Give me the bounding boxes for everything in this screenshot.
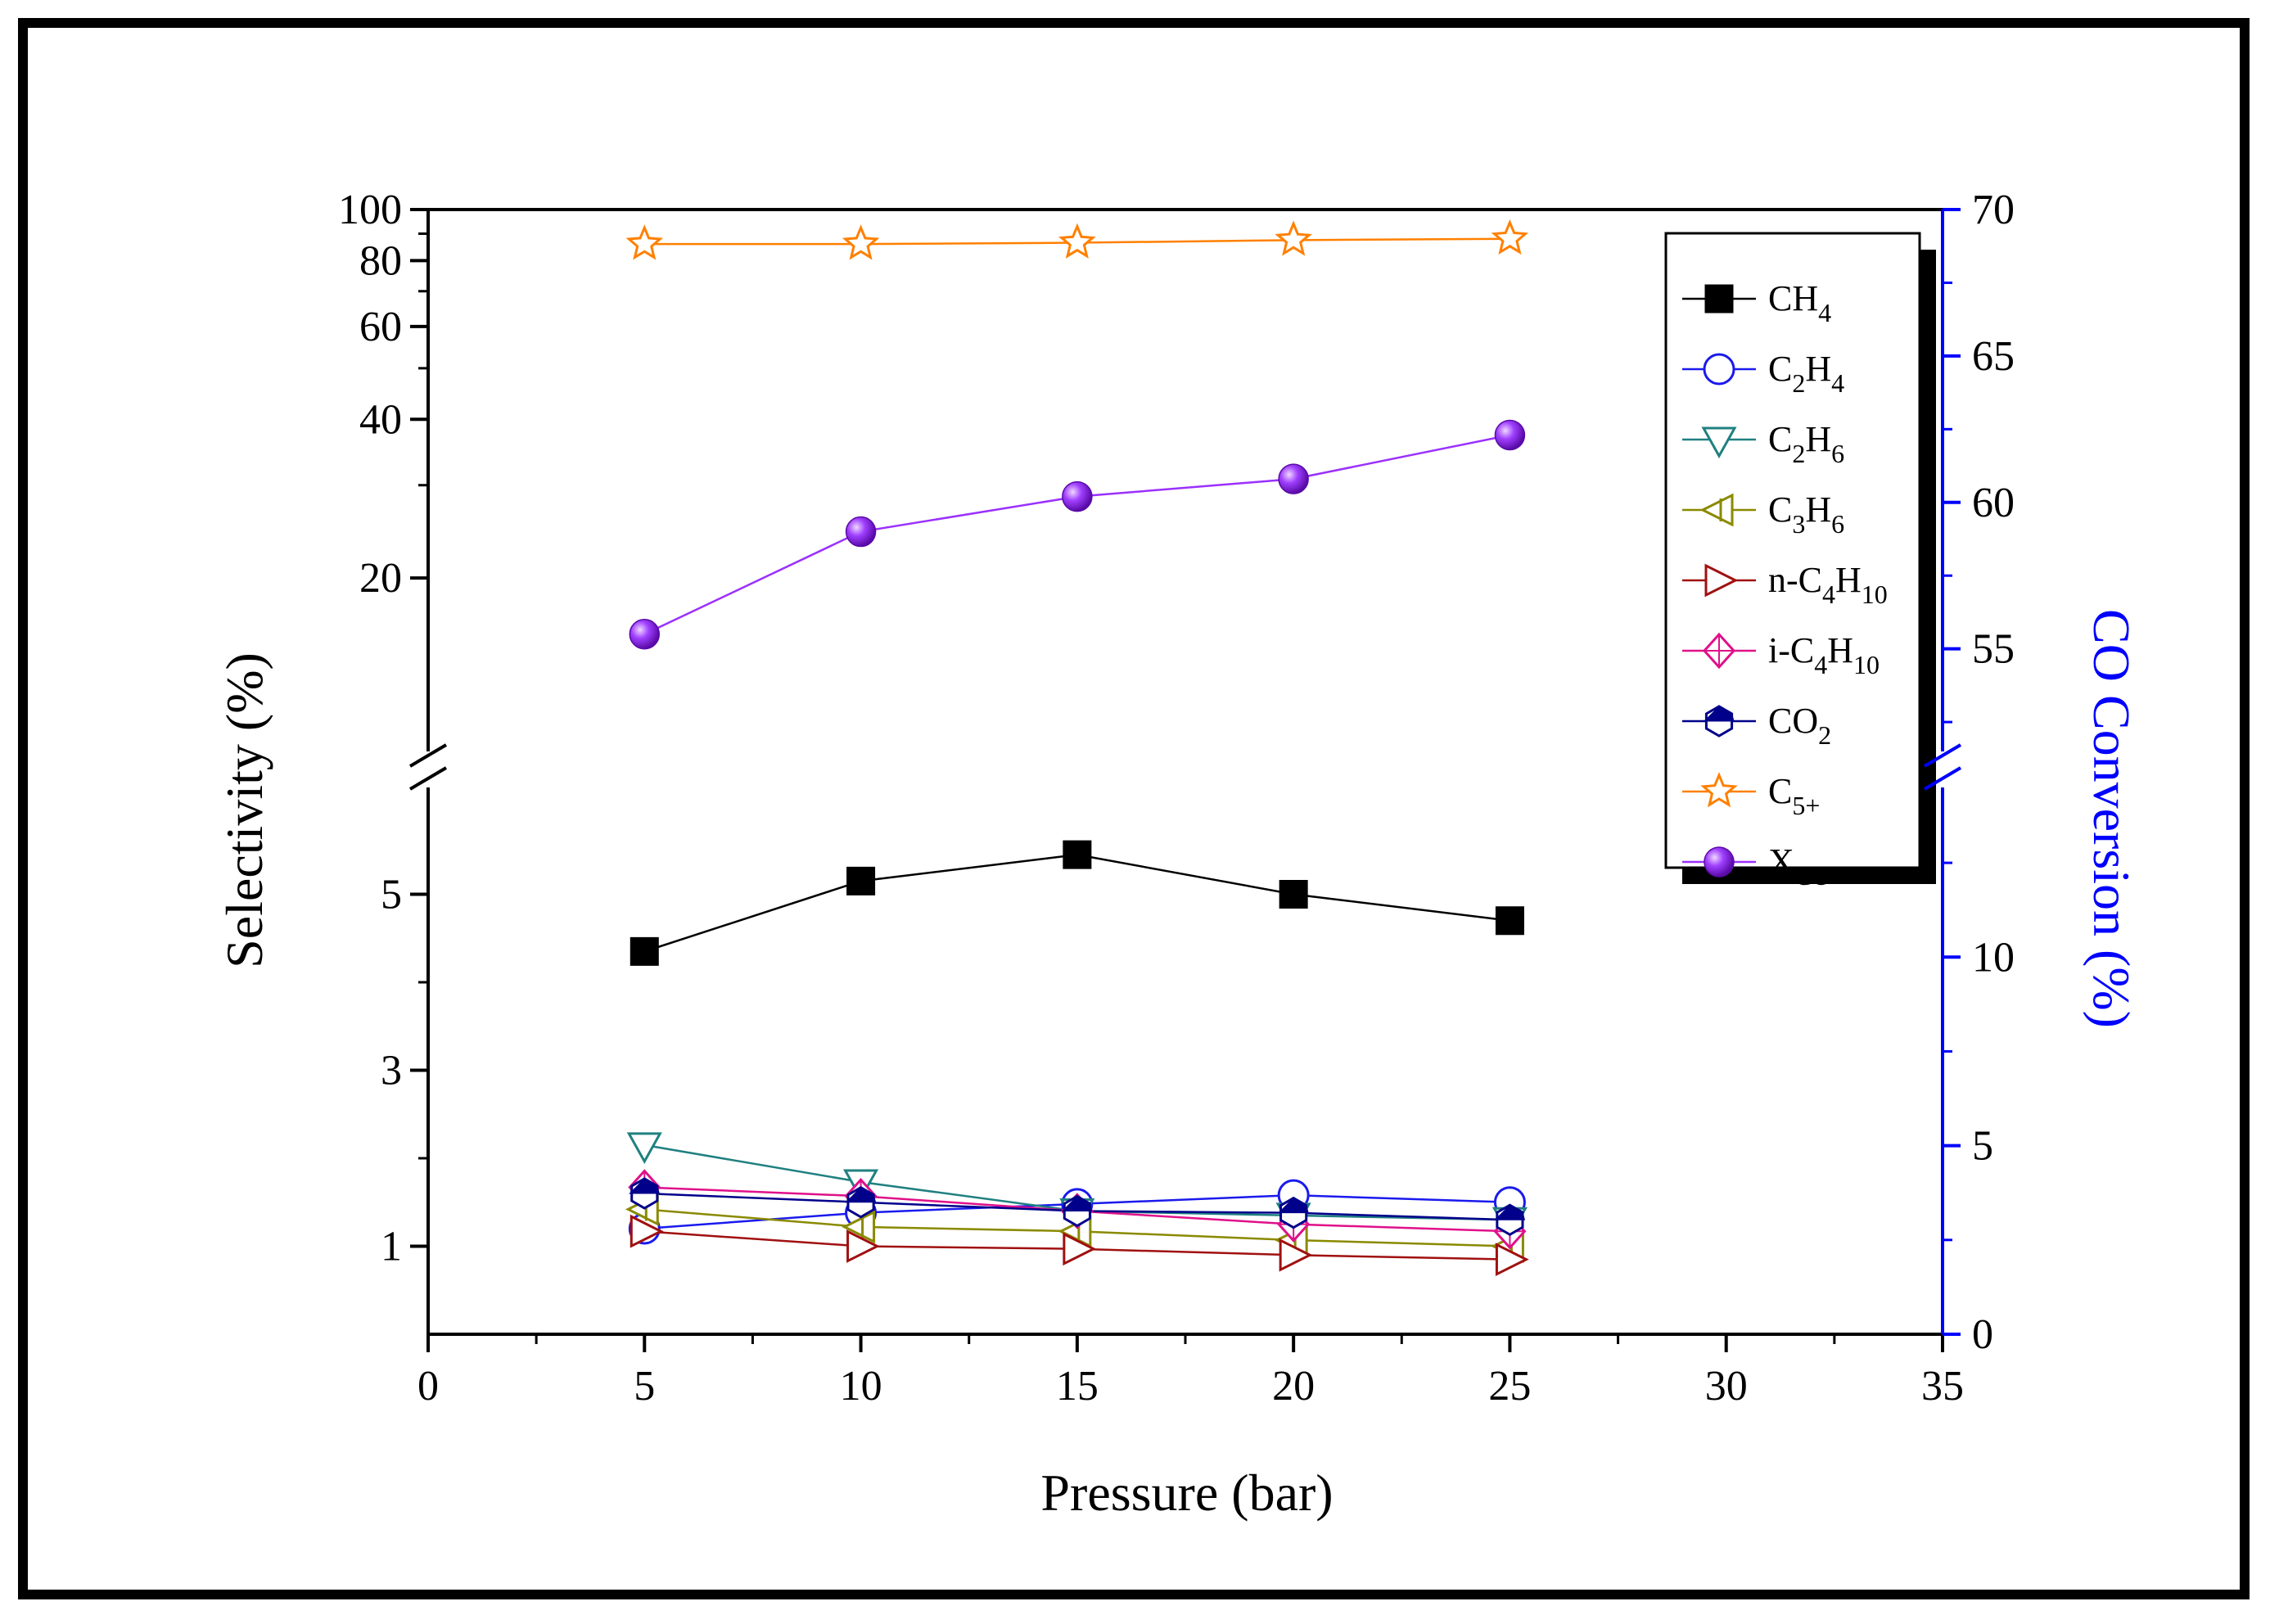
legend-entry-ic4h10: i-C4H10 bbox=[1682, 630, 1880, 679]
point-c3h6-10 bbox=[842, 1210, 876, 1244]
legend-label-ic4h10: i-C4H10 bbox=[1768, 630, 1880, 679]
legend-label-co2: CO2 bbox=[1768, 701, 1831, 750]
legend-marker-ic4h10 bbox=[1702, 632, 1736, 670]
point-ch4-25 bbox=[1495, 906, 1524, 936]
y-right-tick-label-10: 10 bbox=[1972, 934, 2015, 981]
legend-label-c2h6: C2H6 bbox=[1768, 419, 1844, 468]
point-nc4h10-5 bbox=[630, 1214, 664, 1248]
point-co2-15 bbox=[1061, 1194, 1093, 1228]
point-c5-20 bbox=[1275, 220, 1312, 256]
x-tick-label-20: 20 bbox=[1272, 1363, 1315, 1410]
legend-box bbox=[1664, 232, 1921, 869]
point-c5-5 bbox=[625, 224, 664, 260]
legend-label-ch4: CH4 bbox=[1768, 278, 1831, 327]
y-left-tick-label-3: 3 bbox=[381, 1048, 402, 1094]
y-right-tick-label-5: 5 bbox=[1972, 1123, 1993, 1170]
legend-entry-co2: CO2 bbox=[1682, 701, 1831, 750]
point-ch4-10 bbox=[846, 866, 876, 895]
series-line-ch4 bbox=[643, 853, 1510, 953]
point-co2-20 bbox=[1277, 1196, 1309, 1229]
y-right-tick-label-70: 70 bbox=[1972, 187, 2015, 233]
point-xco-20 bbox=[1278, 463, 1309, 494]
point-c5-15 bbox=[1058, 223, 1096, 259]
x-tick-label-35: 35 bbox=[1921, 1363, 1964, 1410]
series-lines bbox=[643, 237, 1510, 1261]
legend-entry-ch4: CH4 bbox=[1682, 278, 1831, 327]
legend-marker-co2 bbox=[1703, 705, 1735, 738]
legend-marker-c5 bbox=[1700, 772, 1738, 808]
y-left-tick-label-1: 1 bbox=[381, 1224, 402, 1270]
legend-marker-xco bbox=[1704, 846, 1735, 877]
y-left-tick-label-20: 20 bbox=[359, 555, 402, 602]
point-nc4h10-25 bbox=[1495, 1243, 1529, 1277]
point-xco-15 bbox=[1062, 480, 1093, 512]
legend-entry-nc4h10: n-C4H10 bbox=[1682, 560, 1888, 609]
point-ch4-20 bbox=[1279, 880, 1308, 909]
point-nc4h10-20 bbox=[1279, 1238, 1313, 1272]
series-markers bbox=[625, 219, 1529, 1277]
x-tick-label-0: 0 bbox=[417, 1363, 439, 1410]
x-tick-label-30: 30 bbox=[1705, 1363, 1748, 1410]
point-c5-25 bbox=[1491, 219, 1529, 255]
legend-marker-ch4 bbox=[1704, 284, 1734, 314]
legend-label-c5: C5+ bbox=[1768, 771, 1820, 820]
point-xco-25 bbox=[1494, 419, 1526, 451]
point-c5-10 bbox=[842, 224, 880, 260]
series-line-xco bbox=[643, 434, 1510, 635]
x-tick-label-10: 10 bbox=[840, 1363, 882, 1410]
y-left-axis-break-mark-2 bbox=[408, 766, 448, 791]
point-co2-25 bbox=[1494, 1203, 1526, 1236]
y-right-tick-label-60: 60 bbox=[1972, 480, 2015, 526]
point-co2-10 bbox=[845, 1186, 877, 1219]
point-c2h6-5 bbox=[626, 1132, 662, 1164]
legend-entry-c2h6: C2H6 bbox=[1682, 419, 1844, 468]
point-co2-5 bbox=[629, 1177, 660, 1210]
y-right-axis-break-mark-1 bbox=[1923, 743, 1962, 768]
legend-marker-c3h6 bbox=[1699, 493, 1734, 527]
y-left-tick-label-100: 100 bbox=[338, 187, 402, 233]
y-right-tick-label-55: 55 bbox=[1972, 626, 2015, 673]
legend-marker-c2h6 bbox=[1701, 426, 1737, 459]
y-right-axis-break-mark-2 bbox=[1923, 766, 1962, 791]
point-xco-10 bbox=[845, 516, 877, 548]
legend-items: CH4 C2H4 C2H6 C3H6 n-C4H10 i-C4H10 CO2 C5+ XCO bbox=[1682, 278, 1888, 891]
legend-label-c3h6: C3H6 bbox=[1768, 489, 1844, 539]
point-nc4h10-10 bbox=[846, 1229, 880, 1263]
legend-label-xco: XCO bbox=[1768, 841, 1830, 891]
legend-entry-xco: XCO bbox=[1682, 841, 1830, 891]
x-tick-label-25: 25 bbox=[1488, 1363, 1531, 1410]
y-left-axis-break-mark-1 bbox=[408, 743, 448, 768]
y-left-axis-title: Selectivity (%) bbox=[215, 652, 273, 968]
legend-label-c2h4: C2H4 bbox=[1768, 349, 1844, 398]
point-nc4h10-15 bbox=[1063, 1232, 1097, 1266]
y-right-tick-label-0: 0 bbox=[1972, 1311, 1993, 1358]
y-left-tick-label-80: 80 bbox=[359, 237, 402, 284]
x-tick-label-5: 5 bbox=[634, 1363, 655, 1410]
legend-entry-c3h6: C3H6 bbox=[1682, 489, 1844, 539]
y-left-tick-label-5: 5 bbox=[381, 872, 402, 918]
point-ch4-15 bbox=[1063, 840, 1092, 869]
legend-marker-nc4h10 bbox=[1704, 563, 1739, 598]
y-right-axis-title: CO Conversion (%) bbox=[2083, 609, 2141, 1028]
point-xco-5 bbox=[629, 619, 661, 650]
y-left-tick-label-60: 60 bbox=[359, 304, 402, 350]
y-left-tick-label-40: 40 bbox=[359, 396, 402, 443]
legend-marker-c2h4 bbox=[1703, 353, 1735, 386]
legend-label-nc4h10: n-C4H10 bbox=[1768, 560, 1888, 609]
x-axis-title: Pressure (bar) bbox=[1040, 1464, 1333, 1522]
x-tick-label-15: 15 bbox=[1056, 1363, 1099, 1410]
point-ch4-5 bbox=[630, 936, 659, 966]
legend-entry-c2h4: C2H4 bbox=[1682, 349, 1844, 398]
legend-entry-c5: C5+ bbox=[1682, 771, 1820, 820]
y-right-tick-label-65: 65 bbox=[1972, 333, 2015, 380]
